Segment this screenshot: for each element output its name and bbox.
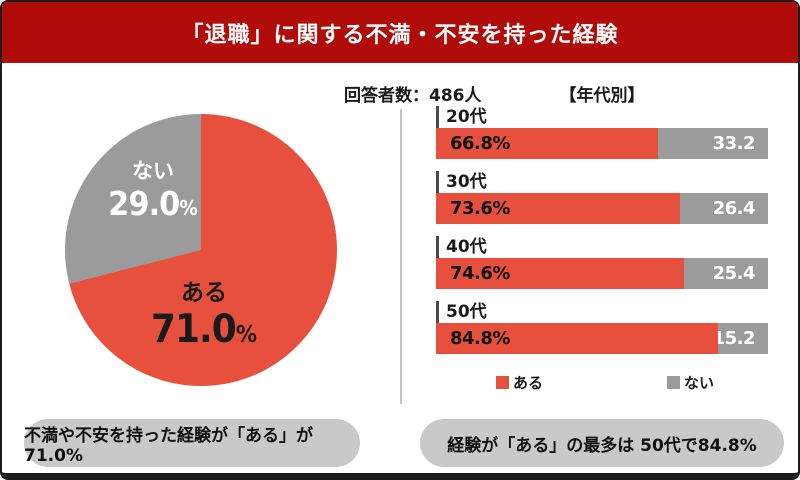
stacked-bar: 66.8% 33.2 <box>436 128 768 159</box>
bar-segment-aru: 74.6% <box>436 258 684 289</box>
legend-item-aru: ある <box>496 372 543 393</box>
age-label: 20代 <box>436 106 768 128</box>
age-section-title: 【年代別】 <box>559 86 645 106</box>
legend-item-nai: ない <box>667 372 714 393</box>
stacked-bar: 84.8% 15.2 <box>436 323 768 354</box>
legend-label-aru: ある <box>513 374 544 392</box>
bar-value-nai: 26.4 <box>712 198 756 219</box>
pie-graphic <box>65 114 337 386</box>
stacked-bar: 74.6% 25.4 <box>436 258 768 289</box>
age-bar-group: 30代 73.6% 26.4 <box>436 171 768 224</box>
age-bar-group: 40代 74.6% 25.4 <box>436 236 768 289</box>
age-bar-group: 20代 66.8% 33.2 <box>436 106 768 159</box>
bar-value-aru: 73.6% <box>450 198 510 219</box>
legend: ある ない <box>436 372 768 393</box>
bar-segment-aru: 84.8% <box>436 323 718 354</box>
header-band: 「退職」に関する不満・不安を持った経験 <box>2 2 798 63</box>
pie-slice-name-nai: ない <box>132 159 174 183</box>
respondents-count: 回答者数：486人 <box>344 86 482 106</box>
age-bar-chart: 20代 66.8% 33.2 30代 73.6% 26.4 40代 74.6% … <box>436 106 768 366</box>
age-label: 30代 <box>436 171 768 193</box>
legend-label-nai: ない <box>684 374 715 392</box>
bar-value-nai: 15.2 <box>718 328 756 349</box>
callout-pie-summary: 不満や不安を持った経験が「ある」が71.0% <box>24 419 360 467</box>
bar-segment-aru: 73.6% <box>436 193 681 224</box>
bar-segment-nai: 25.4 <box>683 258 768 289</box>
bar-segment-nai: 15.2 <box>717 323 768 354</box>
pie-slice-name-aru: ある <box>181 280 227 306</box>
age-label: 50代 <box>436 301 768 323</box>
bar-value-aru: 74.6% <box>450 263 510 284</box>
vertical-divider <box>400 109 402 404</box>
bar-segment-nai: 33.2 <box>657 128 768 159</box>
stacked-bar: 73.6% 26.4 <box>436 193 768 224</box>
pie-label-nai: ない 29.0% <box>104 159 201 223</box>
bar-segment-aru: 66.8% <box>436 128 658 159</box>
page-title: 「退職」に関する不満・不安を持った経験 <box>181 22 619 48</box>
bar-value-nai: 25.4 <box>712 263 756 284</box>
pie-chart: ない 29.0% ある 71.0% <box>65 114 337 386</box>
bar-segment-nai: 26.4 <box>680 193 768 224</box>
bar-value-aru: 66.8% <box>450 133 510 154</box>
pie-label-aru: ある 71.0% <box>146 280 261 352</box>
pie-slice-value-aru: 71.0% <box>150 307 258 352</box>
legend-swatch-nai <box>667 376 680 389</box>
age-bar-group: 50代 84.8% 15.2 <box>436 301 768 354</box>
callout-age-summary: 経験が「ある」の最多は 50代で84.8% <box>420 419 784 467</box>
pie-slice-value-nai: 29.0% <box>108 184 198 223</box>
age-label: 40代 <box>436 236 768 258</box>
bar-value-aru: 84.8% <box>450 328 510 349</box>
legend-swatch-aru <box>496 376 509 389</box>
bar-value-nai: 33.2 <box>712 133 756 154</box>
